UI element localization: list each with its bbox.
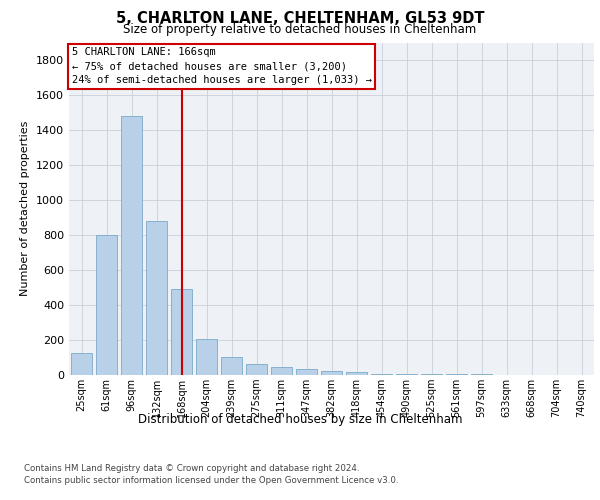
Bar bbox=[321, 370, 342, 375]
Bar bbox=[471, 374, 492, 375]
Text: Contains HM Land Registry data © Crown copyright and database right 2024.: Contains HM Land Registry data © Crown c… bbox=[24, 464, 359, 473]
Bar bbox=[371, 374, 392, 375]
Bar bbox=[146, 221, 167, 375]
Bar bbox=[121, 116, 142, 375]
Text: Distribution of detached houses by size in Cheltenham: Distribution of detached houses by size … bbox=[138, 412, 462, 426]
Bar bbox=[171, 289, 192, 375]
Text: 5, CHARLTON LANE, CHELTENHAM, GL53 9DT: 5, CHARLTON LANE, CHELTENHAM, GL53 9DT bbox=[116, 11, 484, 26]
Bar bbox=[346, 372, 367, 375]
Bar bbox=[271, 367, 292, 375]
Bar bbox=[71, 353, 92, 375]
Y-axis label: Number of detached properties: Number of detached properties bbox=[20, 121, 31, 296]
Text: 5 CHARLTON LANE: 166sqm
← 75% of detached houses are smaller (3,200)
24% of semi: 5 CHARLTON LANE: 166sqm ← 75% of detache… bbox=[71, 48, 371, 86]
Bar bbox=[246, 364, 267, 375]
Text: Size of property relative to detached houses in Cheltenham: Size of property relative to detached ho… bbox=[124, 22, 476, 36]
Bar bbox=[221, 356, 242, 375]
Bar bbox=[196, 339, 217, 375]
Text: Contains public sector information licensed under the Open Government Licence v3: Contains public sector information licen… bbox=[24, 476, 398, 485]
Bar bbox=[96, 235, 117, 375]
Bar bbox=[421, 374, 442, 375]
Bar bbox=[396, 374, 417, 375]
Bar bbox=[296, 369, 317, 375]
Bar bbox=[446, 374, 467, 375]
